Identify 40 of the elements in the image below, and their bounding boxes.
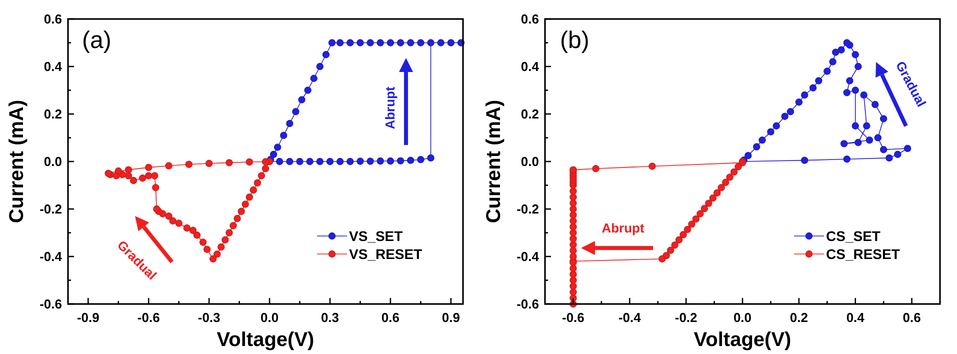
legend-label: VS_RESET (349, 246, 423, 262)
y-tick-label: -0.4 (516, 249, 540, 264)
y-tick-label: 0.2 (520, 106, 539, 122)
x-tick-label: 0.3 (320, 310, 340, 325)
x-tick-label: 0.0 (733, 310, 752, 325)
y-tick-label: -0.4 (40, 249, 63, 264)
x-axis-title: Voltage(V) (216, 329, 314, 351)
y-tick-label: -0.2 (40, 202, 62, 216)
annotation: (a) (82, 27, 112, 54)
y-tick-label: 0.0 (44, 154, 62, 169)
y-tick-label: 0.0 (520, 154, 539, 169)
annotation: Abrupt (602, 220, 645, 236)
x-axis-title: Voltage(V) (694, 329, 792, 351)
legend-label: CS_RESET (826, 246, 900, 262)
x-tick-label: 0.2 (790, 310, 808, 325)
y-tick-label: -0.6 (516, 296, 539, 312)
x-tick-label: -0.6 (137, 310, 160, 325)
x-tick-label: -0.4 (618, 310, 642, 325)
x-tick-label: 0.0 (260, 310, 279, 325)
x-tick-label: -0.9 (76, 310, 100, 325)
annotation: (b) (560, 27, 590, 54)
y-tick-label: 0.4 (520, 59, 540, 74)
legend-label: CS_SET (826, 228, 881, 244)
x-tick-label: 0.9 (442, 310, 460, 325)
y-tick-label: 0.4 (44, 59, 63, 74)
y-tick-label: 0.6 (44, 12, 62, 26)
y-axis-title: Current (mA) (483, 100, 505, 224)
legend-label: VS_SET (349, 228, 404, 244)
y-axis-title: Current (mA) (6, 100, 28, 224)
y-tick-label: 0.6 (520, 12, 539, 26)
x-tick-label: 0.6 (381, 310, 400, 325)
y-tick-label: -0.2 (516, 202, 539, 216)
x-tick-label: -0.6 (562, 310, 584, 325)
x-tick-label: -0.3 (198, 310, 220, 325)
x-tick-label: 0.6 (902, 310, 921, 325)
annotation: Abrupt (382, 86, 398, 130)
y-tick-label: -0.6 (40, 296, 62, 312)
x-tick-label: 0.4 (846, 310, 866, 325)
y-tick-label: 0.2 (44, 106, 62, 122)
x-tick-label: -0.2 (674, 310, 698, 325)
